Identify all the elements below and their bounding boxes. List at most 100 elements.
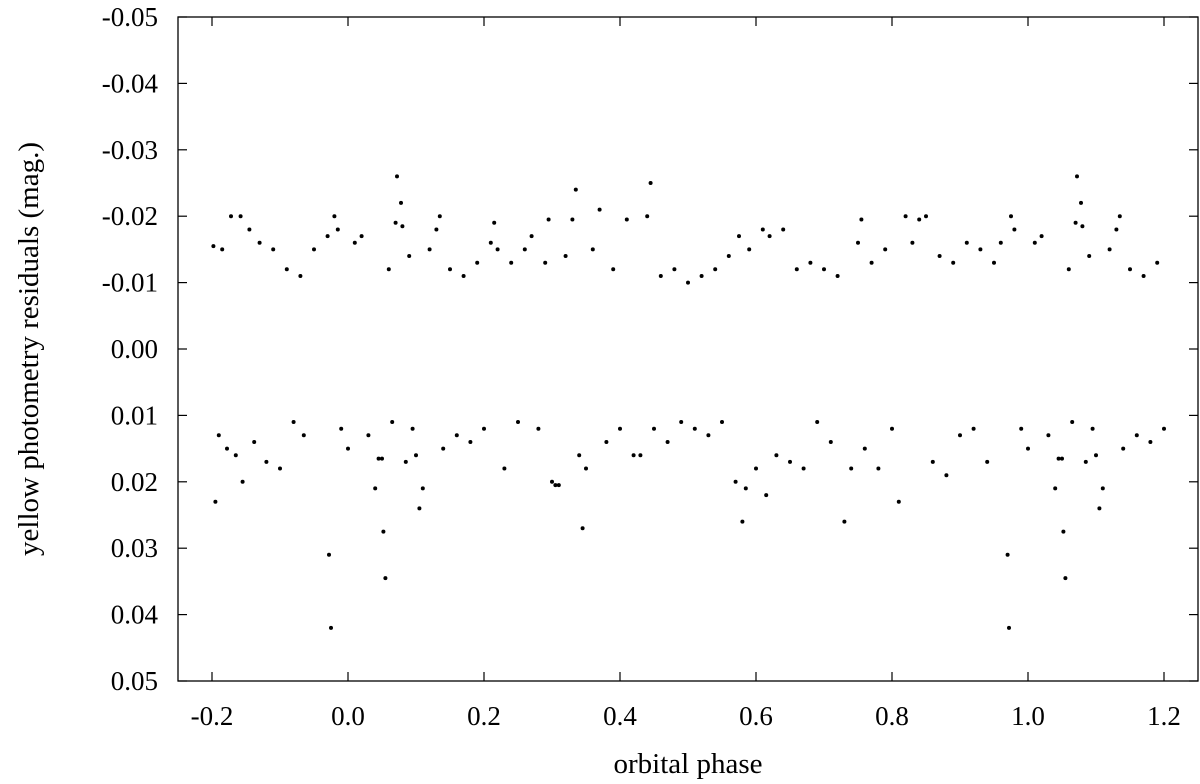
data-point xyxy=(876,466,881,471)
data-point xyxy=(747,247,752,252)
data-point xyxy=(240,479,245,484)
data-point xyxy=(1056,456,1061,461)
axis-ticks xyxy=(178,16,1198,682)
data-point xyxy=(1090,426,1095,431)
data-point xyxy=(1012,227,1017,232)
data-point xyxy=(964,240,969,245)
data-point xyxy=(1107,247,1112,252)
data-point xyxy=(815,420,820,424)
data-point xyxy=(563,254,568,258)
data-point xyxy=(1100,486,1105,491)
data-point xyxy=(1073,220,1078,225)
data-point xyxy=(1019,426,1024,431)
data-point xyxy=(903,214,908,219)
y-tick-label: 0.00 xyxy=(111,334,158,364)
data-point xyxy=(1063,576,1068,581)
data-point xyxy=(781,227,786,232)
data-point xyxy=(917,217,922,222)
data-point xyxy=(312,247,316,252)
data-point xyxy=(468,440,473,444)
data-point xyxy=(488,240,493,245)
data-point xyxy=(658,274,663,278)
data-point xyxy=(420,486,425,491)
data-point xyxy=(410,426,415,431)
data-point xyxy=(553,483,558,488)
y-tick-labels: -0.05 -0.04 -0.03 -0.02 -0.01 0.00 0.01 0.02 0.0… xyxy=(102,2,159,696)
data-point xyxy=(220,247,225,252)
data-point xyxy=(284,267,289,272)
data-point xyxy=(395,174,399,179)
y-tick-label: 0.01 xyxy=(111,400,158,430)
x-tick-label: 0.8 xyxy=(875,701,909,731)
x-tick-label: 0.4 xyxy=(603,701,637,731)
data-point xyxy=(509,260,514,265)
data-point xyxy=(618,426,622,431)
data-point xyxy=(550,479,554,484)
data-point xyxy=(434,227,439,232)
data-point xyxy=(417,506,422,511)
data-point xyxy=(399,200,403,205)
data-point xyxy=(910,240,915,245)
data-point xyxy=(332,214,337,219)
data-point xyxy=(978,247,983,252)
data-point xyxy=(570,217,575,222)
data-point xyxy=(393,220,398,225)
data-point xyxy=(1053,486,1058,491)
data-point xyxy=(1079,200,1083,205)
data-point xyxy=(213,499,218,504)
data-point xyxy=(1026,446,1030,451)
data-point xyxy=(1114,227,1119,232)
data-point xyxy=(788,459,792,464)
data-point xyxy=(764,493,769,498)
x-tick-labels: -0.2 0.0 0.2 0.4 0.6 0.8 1.0 1.2 xyxy=(191,701,1181,731)
data-point xyxy=(801,466,806,471)
data-point xyxy=(890,426,894,431)
data-point xyxy=(225,446,229,451)
data-point xyxy=(1046,433,1051,438)
data-point xyxy=(1155,260,1160,265)
data-point xyxy=(556,483,561,488)
y-tick-label: -0.02 xyxy=(102,201,158,231)
data-point xyxy=(808,260,813,265)
data-point xyxy=(492,220,497,225)
data-point xyxy=(352,240,357,245)
data-point xyxy=(329,625,333,630)
data-point xyxy=(502,466,507,471)
data-point xyxy=(271,247,276,252)
data-point xyxy=(835,274,840,278)
data-point xyxy=(645,214,650,219)
data-point xyxy=(611,267,616,272)
x-tick-label: -0.2 xyxy=(191,701,234,731)
data-point xyxy=(1005,552,1010,557)
x-axis-title: orbital phase xyxy=(614,748,763,780)
data-point xyxy=(679,420,684,424)
data-point xyxy=(706,433,711,438)
data-point xyxy=(767,234,772,239)
data-point xyxy=(1094,453,1098,458)
data-point xyxy=(760,227,765,232)
data-point xyxy=(686,280,690,285)
data-point xyxy=(376,456,381,461)
data-point xyxy=(1097,506,1102,511)
data-point xyxy=(930,459,935,464)
data-point xyxy=(461,274,466,278)
data-point xyxy=(859,217,864,222)
data-point xyxy=(573,187,578,192)
data-point xyxy=(822,267,826,272)
data-point xyxy=(414,453,418,458)
data-point xyxy=(726,254,731,258)
data-points xyxy=(211,174,1166,630)
data-point xyxy=(1141,274,1146,278)
data-point xyxy=(301,433,306,438)
x-tick-label: 0.2 xyxy=(467,701,501,731)
y-tick-label: -0.03 xyxy=(102,135,158,165)
data-point xyxy=(577,453,582,458)
data-point xyxy=(883,247,888,252)
data-point xyxy=(495,247,500,252)
data-point xyxy=(546,217,551,222)
data-point xyxy=(584,466,588,471)
data-point xyxy=(346,446,350,451)
data-point xyxy=(407,254,412,258)
data-point xyxy=(862,446,867,451)
